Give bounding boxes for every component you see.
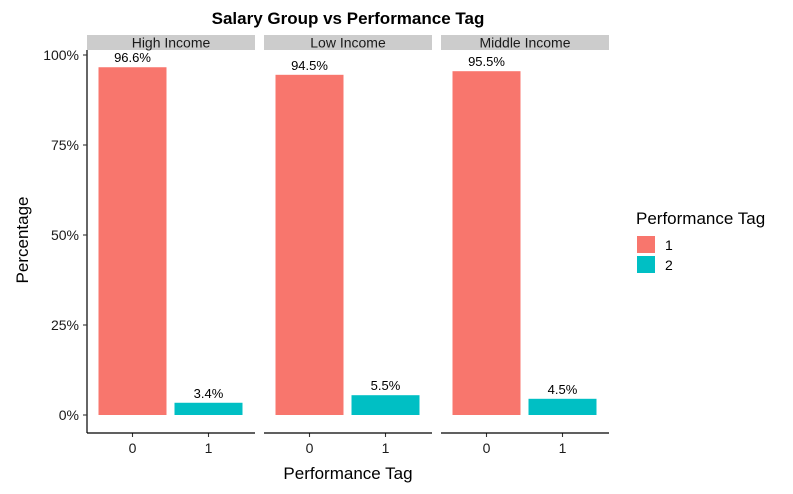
facet-strip-label: Middle Income bbox=[479, 35, 570, 51]
y-tick-label: 0% bbox=[59, 407, 79, 423]
x-tick-label: 0 bbox=[129, 440, 137, 456]
bar bbox=[528, 398, 597, 415]
chart-title: Salary Group vs Performance Tag bbox=[212, 9, 485, 28]
x-tick-label: 0 bbox=[306, 440, 314, 456]
bar bbox=[174, 402, 243, 415]
y-tick-label: 75% bbox=[51, 137, 79, 153]
facet-strip bbox=[441, 35, 609, 50]
bar-data-label: 4.5% bbox=[548, 382, 578, 397]
bar-data-label: 5.5% bbox=[371, 378, 401, 393]
facet-strip bbox=[87, 35, 255, 50]
legend-swatch bbox=[637, 236, 655, 253]
legend-title: Performance Tag bbox=[636, 209, 765, 228]
x-tick-label: 1 bbox=[382, 440, 390, 456]
x-axis-title: Performance Tag bbox=[283, 464, 412, 483]
facet-panel: Middle Income 95.5% 0 4.5% 1 bbox=[441, 35, 609, 456]
facet-strip-label: High Income bbox=[132, 35, 211, 51]
y-tick-label: 50% bbox=[51, 227, 79, 243]
bar-data-label: 95.5% bbox=[468, 54, 505, 69]
x-tick-label: 1 bbox=[205, 440, 213, 456]
y-axis: 0% 25% 50% 75% 100% bbox=[43, 47, 88, 433]
bar bbox=[452, 71, 521, 415]
legend-label: 1 bbox=[665, 237, 673, 253]
bar-data-label: 94.5% bbox=[291, 58, 328, 73]
legend: Performance Tag 1 2 bbox=[636, 209, 765, 273]
facet-strip-label: Low Income bbox=[310, 35, 386, 51]
bar bbox=[275, 74, 344, 416]
y-tick-label: 100% bbox=[43, 47, 79, 63]
bar bbox=[98, 67, 167, 416]
bar-data-label: 3.4% bbox=[194, 386, 224, 401]
legend-label: 2 bbox=[665, 257, 673, 273]
x-tick-label: 0 bbox=[483, 440, 491, 456]
x-tick-label: 1 bbox=[559, 440, 567, 456]
bar bbox=[351, 395, 420, 415]
facet-panel: Low Income 94.5% 0 5.5% 1 bbox=[264, 35, 432, 456]
y-tick-label: 25% bbox=[51, 317, 79, 333]
bar-data-label: 96.6% bbox=[114, 50, 151, 65]
y-axis-title: Percentage bbox=[13, 197, 32, 284]
facet-strip bbox=[264, 35, 432, 50]
legend-swatch bbox=[637, 256, 655, 273]
